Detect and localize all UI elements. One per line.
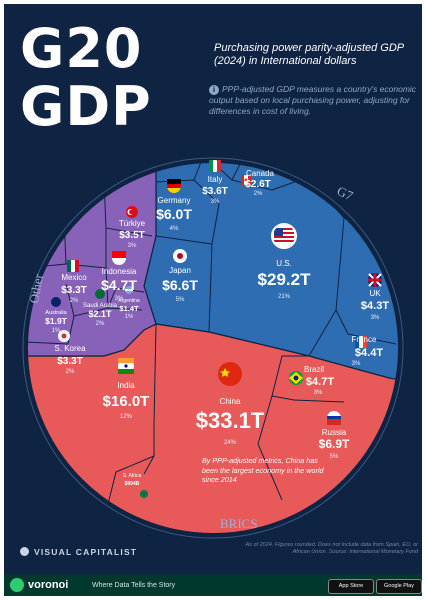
label-india-share: 12% (120, 414, 133, 420)
label-saudi-arabia-country: Saudi Arabia (83, 303, 118, 309)
label-india-value: $16.0T (103, 393, 150, 410)
label-brazil-share: 3% (314, 390, 323, 396)
flag-italy-icon (209, 160, 221, 172)
label-russia-value: $6.9T (319, 437, 350, 451)
label-germany-country: Germany (158, 196, 191, 205)
label-canada-share: 2% (254, 191, 263, 197)
flag-japan-icon (173, 249, 187, 263)
label-australia-value: $1.9T (45, 316, 68, 326)
flag-canada-icon (241, 175, 251, 185)
flag-france-icon (355, 336, 367, 348)
label-indonesia-value: $4.7T (101, 277, 137, 293)
flag-china-icon (218, 362, 242, 386)
label-russia-share: 5% (330, 454, 339, 460)
label-argentina-country: Argentina (118, 298, 140, 304)
flag-usa-icon (271, 223, 297, 249)
china-annotation: By PPP-adjusted metrics, China has been … (202, 456, 324, 484)
ppp-note-text: PPP-adjusted GDP measures a country's ec… (209, 84, 417, 116)
label-china-value: $33.1T (196, 408, 265, 433)
label-south-africa-value: $994B (125, 481, 140, 487)
voronoi-footer-bar: voronoi Where Data Tells the Story App S… (4, 574, 422, 596)
flag-south-africa-icon (140, 490, 148, 498)
label-us-country: U.S. (276, 259, 292, 268)
label-japan-share: 5% (176, 297, 185, 303)
label-mexico-share: 2% (70, 298, 79, 304)
label-italy-country: Italy (208, 175, 223, 184)
ppp-note: i PPP-adjusted GDP measures a country's e… (209, 84, 417, 117)
flag-turkiye-icon (126, 206, 138, 218)
flag-australia-icon (51, 297, 61, 307)
label-canada-country: Canada (246, 169, 275, 178)
label-japan-value: $6.6T (162, 277, 198, 293)
label-australia-country: Australia (45, 310, 67, 316)
label-us-value: $29.2T (258, 270, 312, 289)
title-line-2: GDP (20, 75, 152, 138)
outer-ring (22, 157, 404, 539)
subtitle: Purchasing power parity-adjusted GDP (20… (214, 42, 404, 67)
label-indonesia-country: Indonesia (102, 267, 137, 276)
label-germany-share: 4% (170, 226, 179, 232)
label-uk-share: 3% (371, 315, 380, 321)
label-argentina-share: 1% (125, 314, 134, 320)
label-brazil-country: Brazil (304, 365, 324, 374)
label-india-country: India (117, 381, 135, 390)
poster: G20 GDP Purchasing power parity-adjusted… (4, 4, 422, 574)
group-label-g7: G7 (335, 183, 356, 203)
voronoi-logo-text[interactable]: voronoi (28, 579, 69, 591)
label-china-share: 24% (224, 440, 237, 446)
label-south-korea-value: $3.3T (57, 356, 83, 367)
flag-argentina-icon (125, 286, 133, 294)
label-turkiye-country: Türkiye (119, 219, 146, 228)
label-saudi-arabia-value: $2.1T (88, 309, 112, 319)
label-mexico-country: Mexico (61, 273, 87, 282)
info-icon: i (209, 85, 219, 95)
label-indonesia-share: 3% (115, 296, 124, 302)
label-saudi-arabia-share: 2% (96, 321, 105, 327)
label-canada-value: $2.6T (245, 179, 271, 190)
label-china-country: China (220, 397, 241, 406)
label-uk-country: UK (369, 289, 381, 298)
label-japan-country: Japan (169, 266, 191, 275)
flag-uk-icon (368, 273, 382, 287)
voronoi-chart: G7 BRICS Other (22, 157, 404, 539)
label-south-korea-country: S. Korea (54, 344, 86, 353)
label-turkiye-share: 3% (128, 243, 137, 249)
label-italy-share: 3% (211, 199, 220, 205)
label-italy-value: $3.6T (202, 186, 228, 197)
label-turkiye-value: $3.5T (119, 230, 145, 241)
visual-capitalist-icon (20, 547, 29, 556)
label-france-value: $4.4T (355, 347, 383, 359)
label-australia-share: 1% (52, 328, 61, 334)
source-footnote: As of 2024. Figures rounded. Does not in… (245, 542, 418, 555)
voronoi-logo-icon (10, 578, 24, 592)
flag-brazil-icon (289, 371, 303, 385)
label-france-share: 3% (352, 361, 361, 367)
flag-russia-icon (327, 411, 341, 425)
label-south-korea-share: 2% (66, 369, 75, 375)
group-label-other: Other (26, 272, 46, 304)
label-us-share: 21% (278, 294, 291, 300)
app-store-button[interactable]: App Store (328, 579, 374, 594)
label-russia-country: Russia (322, 428, 347, 437)
flag-india-icon (118, 358, 134, 374)
flag-mexico-icon (67, 260, 79, 272)
google-play-button[interactable]: Google Play (376, 579, 422, 594)
label-uk-value: $4.3T (361, 300, 389, 312)
title-line-1: G20 (20, 17, 143, 80)
flag-south-korea-icon (58, 330, 70, 342)
flag-germany-icon (167, 179, 181, 193)
label-argentina-value: $1.4T (119, 304, 139, 313)
label-south-africa-country: S. Africa (123, 473, 142, 479)
label-france-country: France (352, 335, 377, 344)
visual-capitalist-logo[interactable]: VISUAL CAPITALIST (20, 547, 137, 557)
flag-saudi-arabia-icon (95, 289, 105, 299)
flag-indonesia-icon (112, 251, 126, 265)
voronoi-tagline: Where Data Tells the Story (92, 582, 176, 589)
brand-label: VISUAL CAPITALIST (34, 547, 138, 557)
label-germany-value: $6.0T (156, 206, 192, 222)
group-label-brics: BRICS (220, 516, 258, 531)
label-mexico-value: $3.3T (61, 285, 87, 296)
label-brazil-value: $4.7T (306, 376, 334, 388)
